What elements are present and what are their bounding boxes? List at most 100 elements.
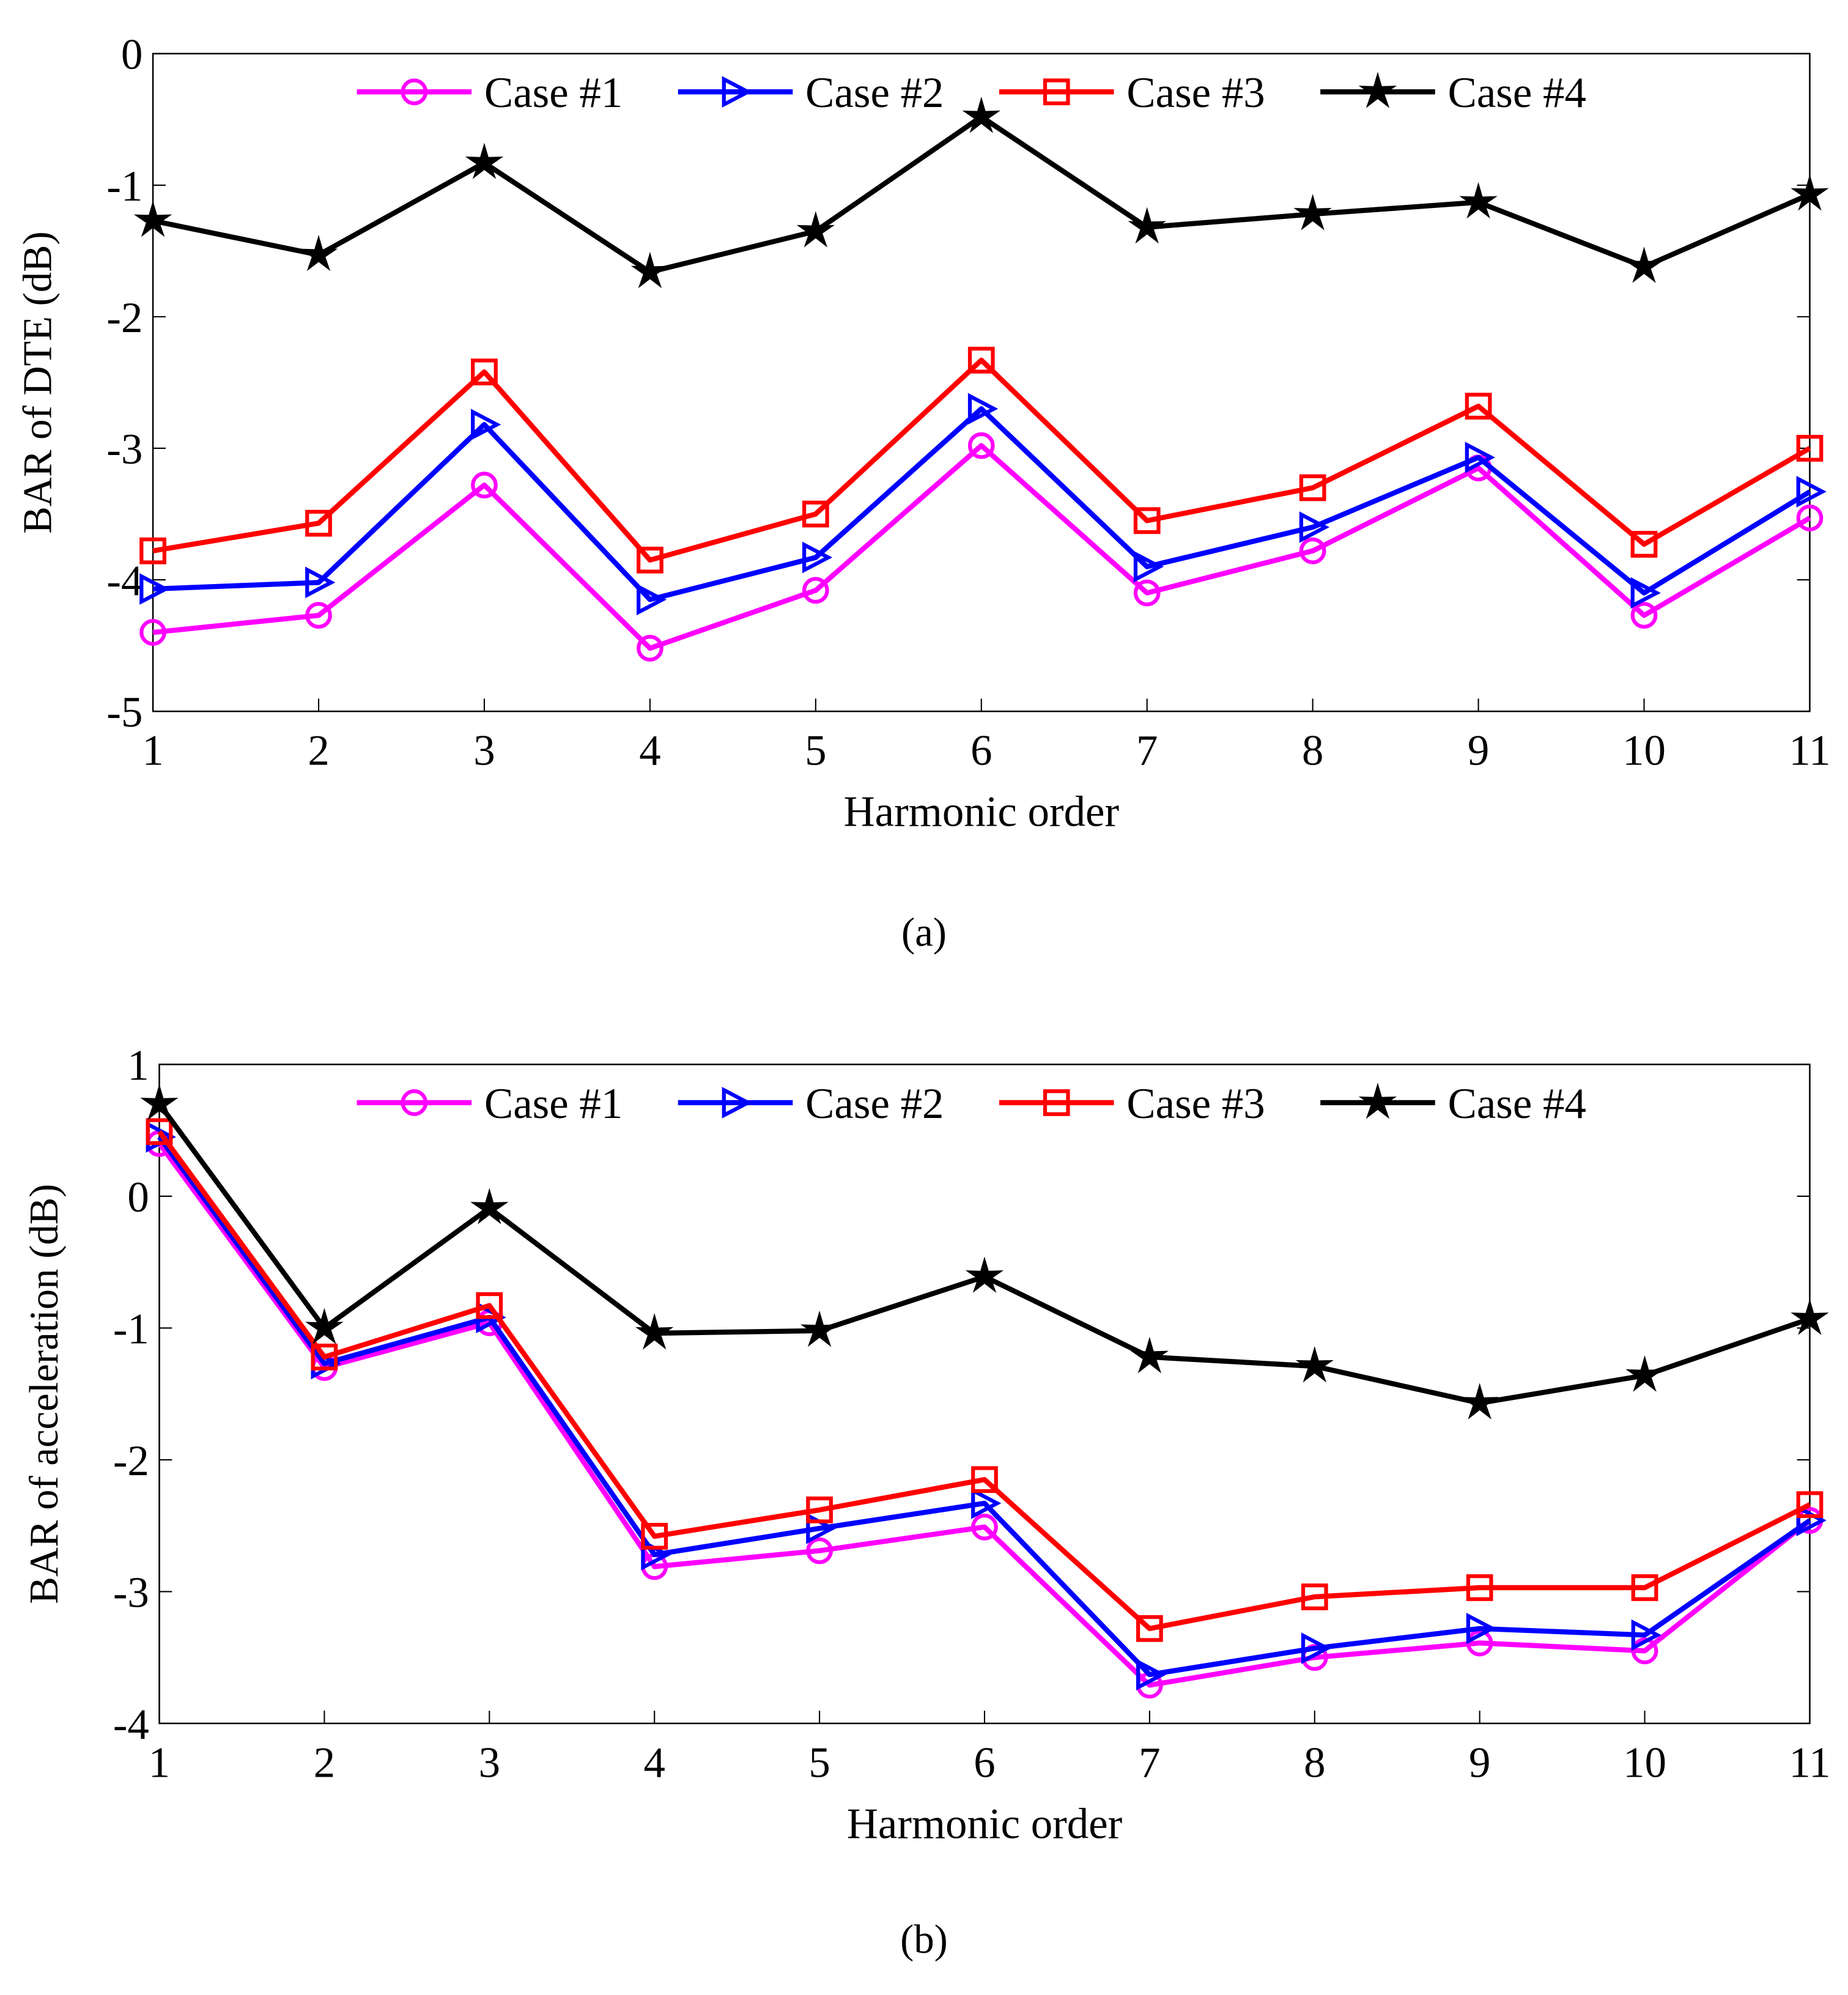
data-point-triangle-right [471,409,501,441]
data-point-square [971,1466,998,1493]
legend-marker-star [1358,1083,1397,1119]
data-point-circle [637,634,663,662]
data-point-star [962,96,1000,133]
data-point-square [1796,435,1824,462]
x-axis-label: Harmonic order [847,1800,1123,1848]
plot-area [152,53,1811,712]
series-case-3: Case #3 [146,1080,1824,1642]
data-point-star [796,211,835,248]
data-point-triangle-right [139,573,170,605]
data-point-star [299,234,338,272]
data-point-star [1130,1336,1169,1374]
data-point-circle [967,432,995,459]
x-tick-label: 7 [1139,1739,1160,1786]
x-tick-label: 11 [1789,1739,1830,1786]
x-tick-label: 4 [643,1739,665,1786]
data-point-star [133,201,172,237]
data-point-square [1466,1574,1493,1601]
series-line [157,1130,1811,1632]
data-point-square [637,546,663,574]
data-point-triangle-right [971,1487,1002,1519]
data-point-square [802,500,829,528]
legend-label: Case #3 [1126,1080,1265,1128]
legend-marker-square [1043,78,1070,106]
x-tick-label: 5 [805,727,826,775]
series-case-3: Case #3 [139,69,1824,574]
legend-marker-circle [401,1089,428,1116]
data-point-triangle-right [305,566,336,599]
figure-caption: (a) [901,911,947,955]
data-point-star [800,1310,839,1347]
x-tick-label: 10 [1622,727,1666,775]
data-point-square [146,1118,173,1146]
data-point-square [1631,1574,1658,1601]
x-tick-label: 9 [1468,727,1489,775]
data-point-star [965,1256,1004,1293]
data-point-square [641,1523,668,1550]
legend-label: Case #4 [1448,1080,1586,1128]
data-point-triangle-right [637,583,667,616]
y-tick-label: -1 [106,163,142,210]
series-case-1: Case #1 [139,69,1824,662]
x-tick-label: 6 [970,727,992,775]
y-axis-label: BAR of acceleration (dB) [22,1184,67,1604]
data-point-square [305,509,332,537]
legend-marker-triangle-right [722,1087,752,1119]
figure-caption: (b) [900,1917,948,1962]
series-line [157,1135,1811,1678]
y-tick-label: -2 [113,1437,149,1485]
data-point-circle [802,577,829,604]
x-tick-label: 6 [974,1739,995,1786]
data-point-star [1128,207,1166,244]
data-point-star [140,1084,179,1120]
y-tick-label: -1 [113,1305,149,1353]
data-point-circle [806,1537,833,1564]
legend-label: Case #2 [805,1080,944,1128]
data-point-circle [1630,602,1658,629]
y-tick-label: -4 [113,1701,149,1749]
data-point-star [1459,182,1498,219]
data-point-circle [1796,505,1824,531]
data-point-star [635,1313,674,1350]
data-point-square [471,358,498,386]
data-point-circle [1299,537,1326,564]
y-tick-label: -3 [106,426,142,473]
data-point-triangle-right [1465,442,1495,473]
data-point-star [1791,1298,1829,1335]
data-point-star [1625,1355,1664,1392]
legend-marker-square [1043,1089,1070,1116]
y-tick-label: 0 [127,1174,149,1221]
data-point-triangle-right [1299,511,1330,543]
x-tick-label: 11 [1789,727,1830,775]
data-point-star [1460,1383,1499,1419]
x-axis-label: Harmonic order [844,788,1120,836]
series-case-2: Case #2 [146,1080,1827,1690]
data-point-circle [1631,1637,1658,1665]
y-tick-label: -4 [106,557,142,605]
x-tick-label: 2 [314,1739,335,1786]
data-point-star [1295,1346,1334,1383]
data-point-square [967,346,995,374]
legend-marker-triangle-right [722,76,752,108]
x-tick-label: 8 [1302,727,1323,775]
legend-label: Case #3 [1126,69,1265,117]
legend-label: Case #1 [484,69,623,117]
legend-label: Case #1 [484,1080,623,1128]
series-line [152,357,1811,563]
x-tick-label: 4 [639,727,660,775]
data-point-square [1299,474,1326,502]
legend-marker-star [1358,72,1397,108]
series-line [157,1102,1811,1406]
series-case-4: Case #4 [140,1080,1829,1419]
series-line [152,406,1811,602]
x-tick-label: 3 [473,727,495,775]
data-point-square [476,1292,503,1319]
data-point-star [1791,174,1829,211]
data-point-square [1133,507,1161,535]
x-tick-label: 8 [1304,1739,1325,1786]
legend-label: Case #4 [1448,69,1586,117]
data-point-star [470,1188,509,1224]
x-tick-label: 3 [479,1739,500,1786]
legend-marker-circle [401,78,428,106]
